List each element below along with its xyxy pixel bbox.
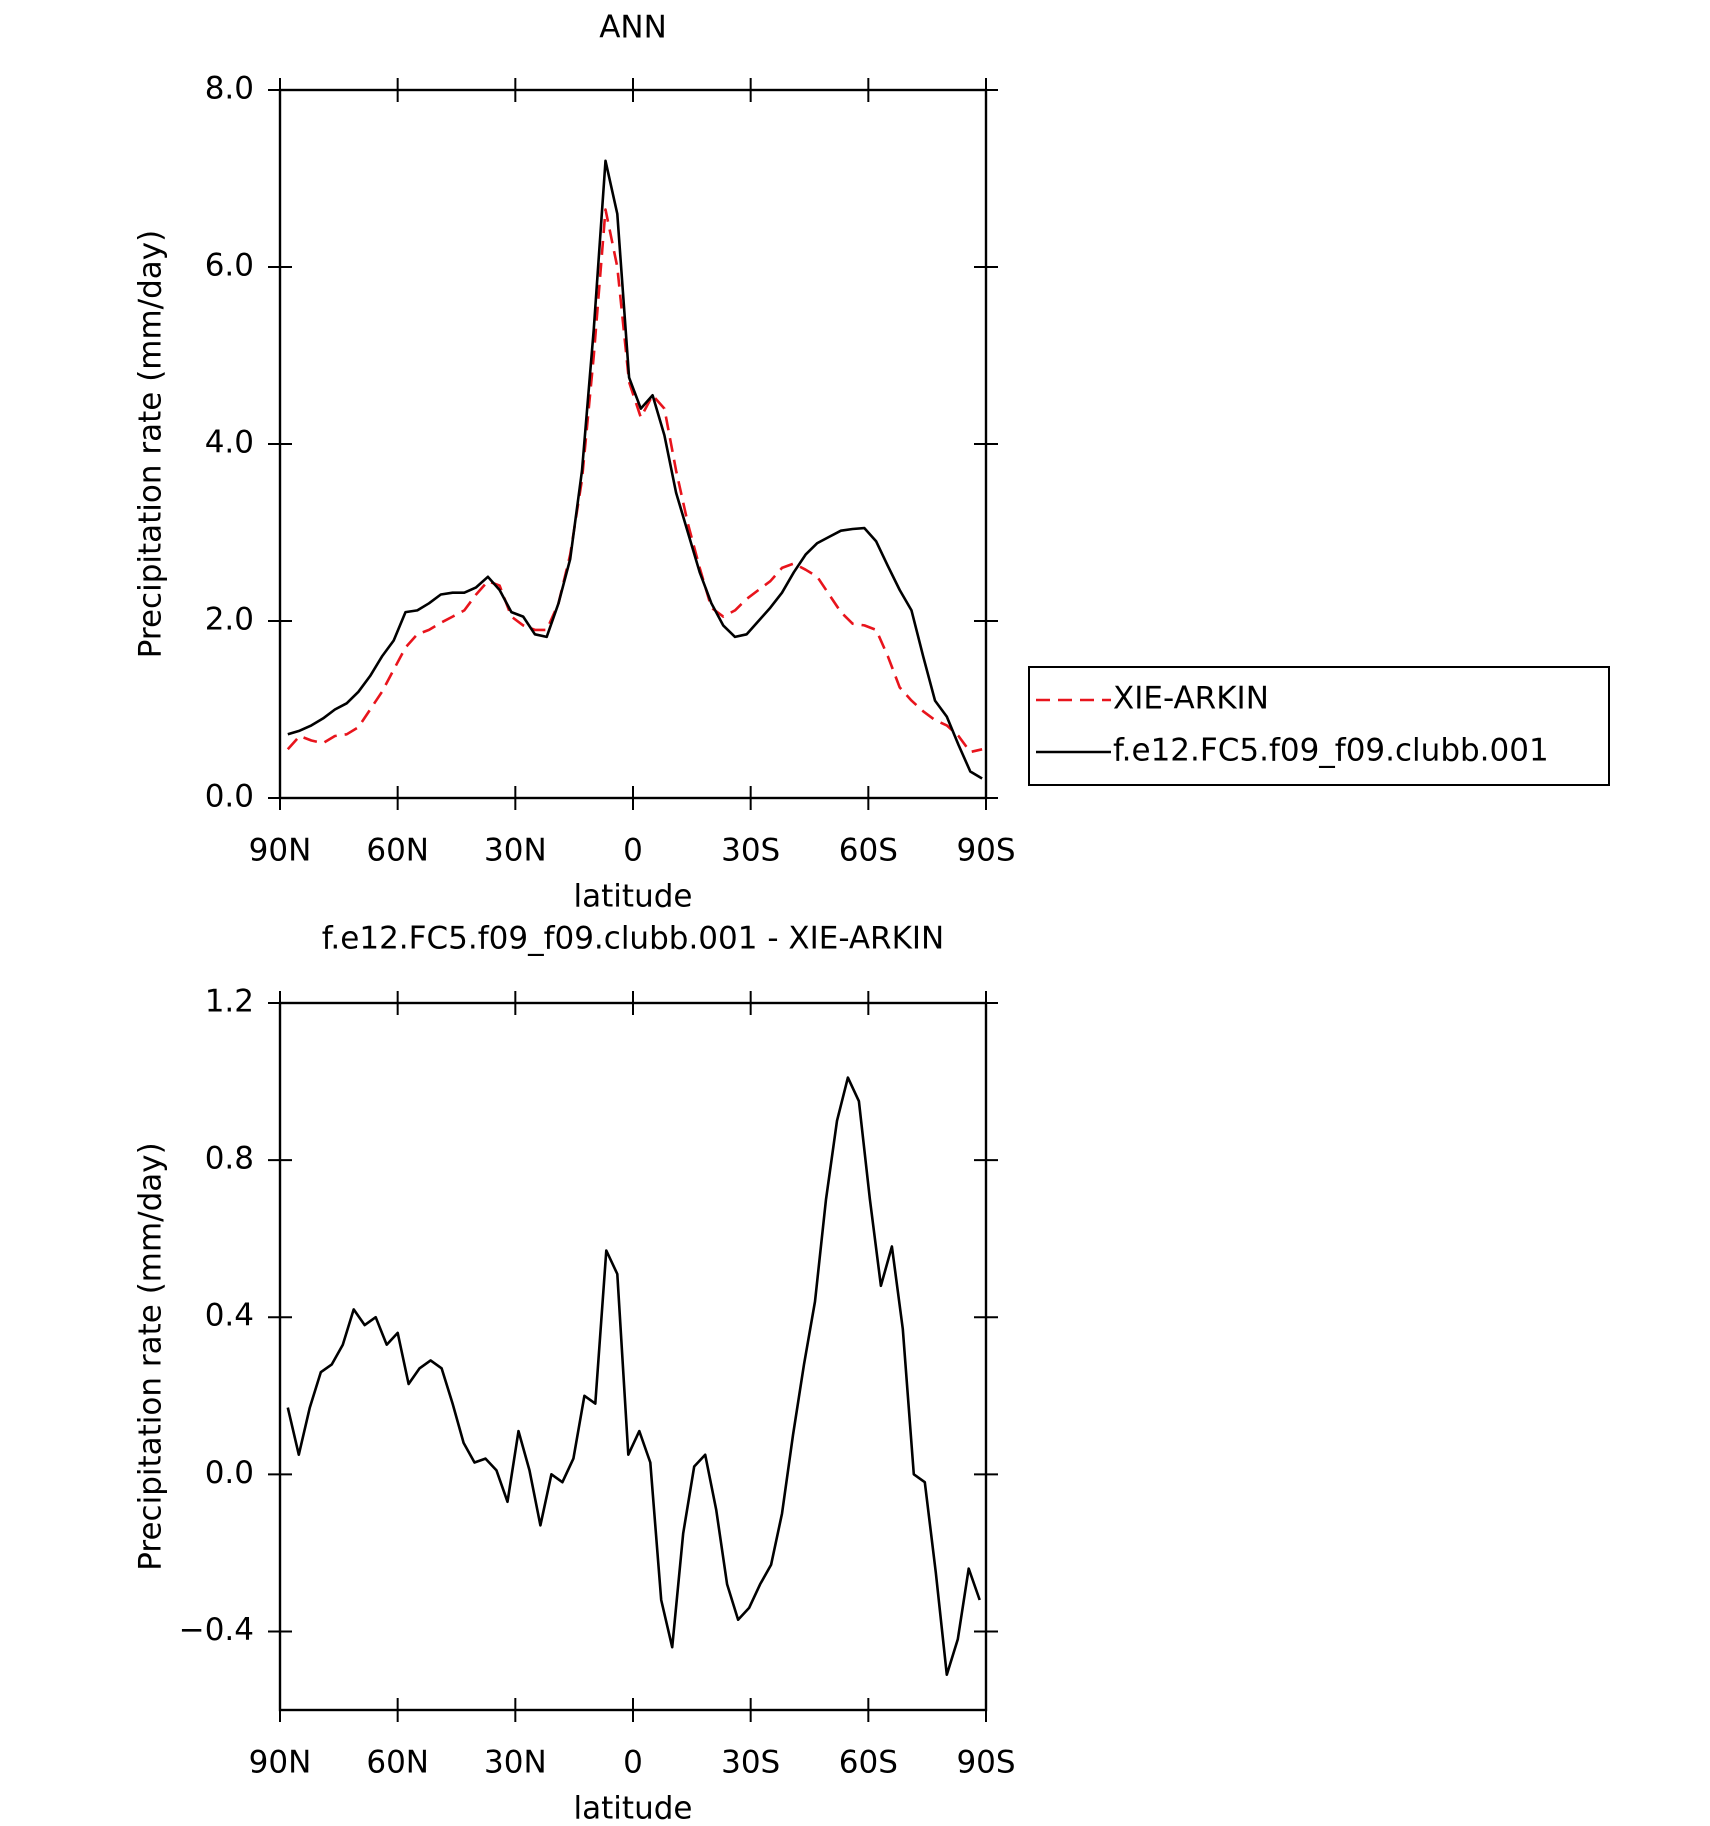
y-tick-label: 0.4 <box>205 1298 254 1334</box>
y-axis-label: Precipitation rate (mm/day) <box>133 1142 169 1571</box>
x-tick-label: 30N <box>484 833 547 869</box>
x-tick-label: 60S <box>839 1745 898 1781</box>
chart-title: ANN <box>599 10 667 46</box>
y-tick-label: 0.0 <box>205 779 254 815</box>
y-tick-label: 0.8 <box>205 1141 254 1177</box>
y-tick-label: −0.4 <box>179 1612 254 1648</box>
x-tick-label: 60N <box>366 1745 429 1781</box>
y-tick-label: 1.2 <box>205 984 254 1020</box>
plot-frame <box>278 88 988 800</box>
x-tick-label: 30S <box>721 1745 780 1781</box>
chart-title: f.e12.FC5.f09_f09.clubb.001 - XIE-ARKIN <box>322 921 944 957</box>
x-tick-label: 60S <box>839 833 898 869</box>
data-line <box>287 159 983 780</box>
plot-frame <box>278 1001 988 1712</box>
y-tick-label: 0.0 <box>205 1455 254 1491</box>
y-tick-label: 4.0 <box>205 425 254 461</box>
x-axis-label: latitude <box>574 1791 693 1823</box>
x-tick-label: 0 <box>623 833 643 869</box>
x-tick-label: 60N <box>366 833 429 869</box>
x-tick-label: 90N <box>249 833 312 869</box>
y-tick-label: 8.0 <box>205 71 254 107</box>
x-tick-label: 90N <box>249 1745 312 1781</box>
x-tick-label: 90S <box>956 833 1015 869</box>
x-axis-label: latitude <box>574 879 693 915</box>
x-tick-label: 30N <box>484 1745 547 1781</box>
legend-label: XIE-ARKIN <box>1113 681 1269 717</box>
data-line <box>286 208 983 754</box>
legend-label: f.e12.FC5.f09_f09.clubb.001 <box>1113 733 1549 769</box>
y-tick-label: 2.0 <box>205 602 254 638</box>
legend-box <box>1028 666 1610 786</box>
data-line <box>286 1076 981 1676</box>
x-tick-label: 90S <box>956 1745 1015 1781</box>
y-axis-label: Precipitation rate (mm/day) <box>133 230 169 659</box>
x-tick-label: 0 <box>623 1745 643 1781</box>
y-tick-label: 6.0 <box>205 248 254 284</box>
x-tick-label: 30S <box>721 833 780 869</box>
